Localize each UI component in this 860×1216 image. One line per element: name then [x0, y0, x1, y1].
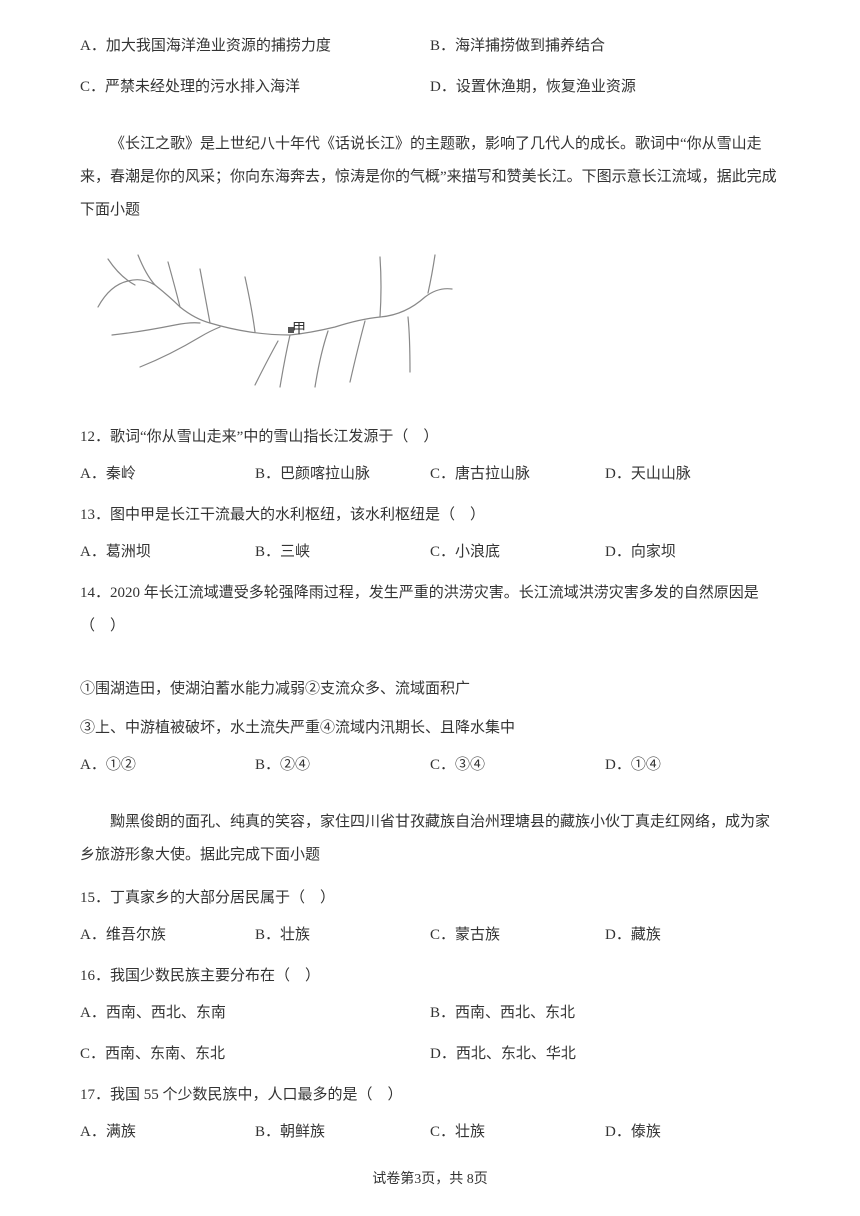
q17-option-b: B．朝鲜族 — [255, 1116, 430, 1149]
passage-changjiang: 《长江之歌》是上世纪八十年代《话说长江》的主题歌，影响了几代人的成长。歌词中“你… — [80, 128, 780, 227]
page-footer: 试卷第3页，共 8页 — [0, 1165, 860, 1196]
q16-option-d: D．西北、东北、华北 — [430, 1038, 780, 1071]
q12-option-a: A．秦岭 — [80, 458, 255, 491]
q15-stem: 15．丁真家乡的大部分居民属于（ ） — [80, 882, 780, 915]
passage-dingzhen: 黝黑俊朗的面孔、纯真的笑容，家住四川省甘孜藏族自治州理塘县的藏族小伙丁真走红网络… — [80, 806, 780, 872]
q15-option-c: C．蒙古族 — [430, 919, 605, 952]
q16-option-c: C．西南、东南、东北 — [80, 1038, 430, 1071]
q14-option-a: A．①② — [80, 749, 255, 782]
q12-option-d: D．天山山脉 — [605, 458, 780, 491]
q13-option-c: C．小浪底 — [430, 536, 605, 569]
q17-option-d: D．傣族 — [605, 1116, 780, 1149]
q17-options: A．满族 B．朝鲜族 C．壮族 D．傣族 — [80, 1116, 780, 1149]
q14-line2: ③上、中游植被破坏，水土流失严重④流域内汛期长、且降水集中 — [80, 712, 780, 745]
q14-options: A．①② B．②④ C．③④ D．①④ — [80, 749, 780, 782]
q13-option-b: B．三峡 — [255, 536, 430, 569]
q15-options: A．维吾尔族 B．壮族 C．蒙古族 D．藏族 — [80, 919, 780, 952]
q16-options-row1: A．西南、西北、东南 B．西南、西北、东北 — [80, 997, 780, 1030]
q13-stem: 13．图中甲是长江干流最大的水利枢纽，该水利枢纽是（ ） — [80, 499, 780, 532]
q17-option-c: C．壮族 — [430, 1116, 605, 1149]
q11-options-row1: A．加大我国海洋渔业资源的捕捞力度 B．海洋捕捞做到捕养结合 — [80, 30, 780, 63]
q12-options: A．秦岭 B．巴颜喀拉山脉 C．唐古拉山脉 D．天山山脉 — [80, 458, 780, 491]
q14-option-b: B．②④ — [255, 749, 430, 782]
q14-option-c: C．③④ — [430, 749, 605, 782]
q15-option-d: D．藏族 — [605, 919, 780, 952]
q13-option-a: A．葛洲坝 — [80, 536, 255, 569]
q16-option-b: B．西南、西北、东北 — [430, 997, 780, 1030]
q13-option-d: D．向家坝 — [605, 536, 780, 569]
q17-stem: 17．我国 55 个少数民族中，人口最多的是（ ） — [80, 1079, 780, 1112]
q14-option-d: D．①④ — [605, 749, 780, 782]
spacer — [80, 647, 780, 667]
map-svg — [80, 237, 460, 407]
q14-stem: 14．2020 年长江流域遭受多轮强降雨过程，发生严重的洪涝灾害。长江流域洪涝灾… — [80, 577, 780, 643]
q11-option-a: A．加大我国海洋渔业资源的捕捞力度 — [80, 30, 430, 63]
q11-options-row2: C．严禁未经处理的污水排入海洋 D．设置休渔期，恢复渔业资源 — [80, 71, 780, 104]
q17-option-a: A．满族 — [80, 1116, 255, 1149]
q16-option-a: A．西南、西北、东南 — [80, 997, 430, 1030]
map-label-jia: 甲 — [292, 315, 306, 346]
q16-stem: 16．我国少数民族主要分布在（ ） — [80, 960, 780, 993]
q12-stem: 12．歌词“你从雪山走来”中的雪山指长江发源于（ ） — [80, 421, 780, 454]
q11-option-d: D．设置休渔期，恢复渔业资源 — [430, 71, 780, 104]
q12-option-c: C．唐古拉山脉 — [430, 458, 605, 491]
map-figure: 甲 — [80, 237, 460, 407]
q16-options-row2: C．西南、东南、东北 D．西北、东北、华北 — [80, 1038, 780, 1071]
q15-option-b: B．壮族 — [255, 919, 430, 952]
q12-option-b: B．巴颜喀拉山脉 — [255, 458, 430, 491]
q14-line1: ①围湖造田，使湖泊蓄水能力减弱②支流众多、流域面积广 — [80, 673, 780, 706]
q15-option-a: A．维吾尔族 — [80, 919, 255, 952]
q11-option-b: B．海洋捕捞做到捕养结合 — [430, 30, 780, 63]
q11-option-c: C．严禁未经处理的污水排入海洋 — [80, 71, 430, 104]
q13-options: A．葛洲坝 B．三峡 C．小浪底 D．向家坝 — [80, 536, 780, 569]
